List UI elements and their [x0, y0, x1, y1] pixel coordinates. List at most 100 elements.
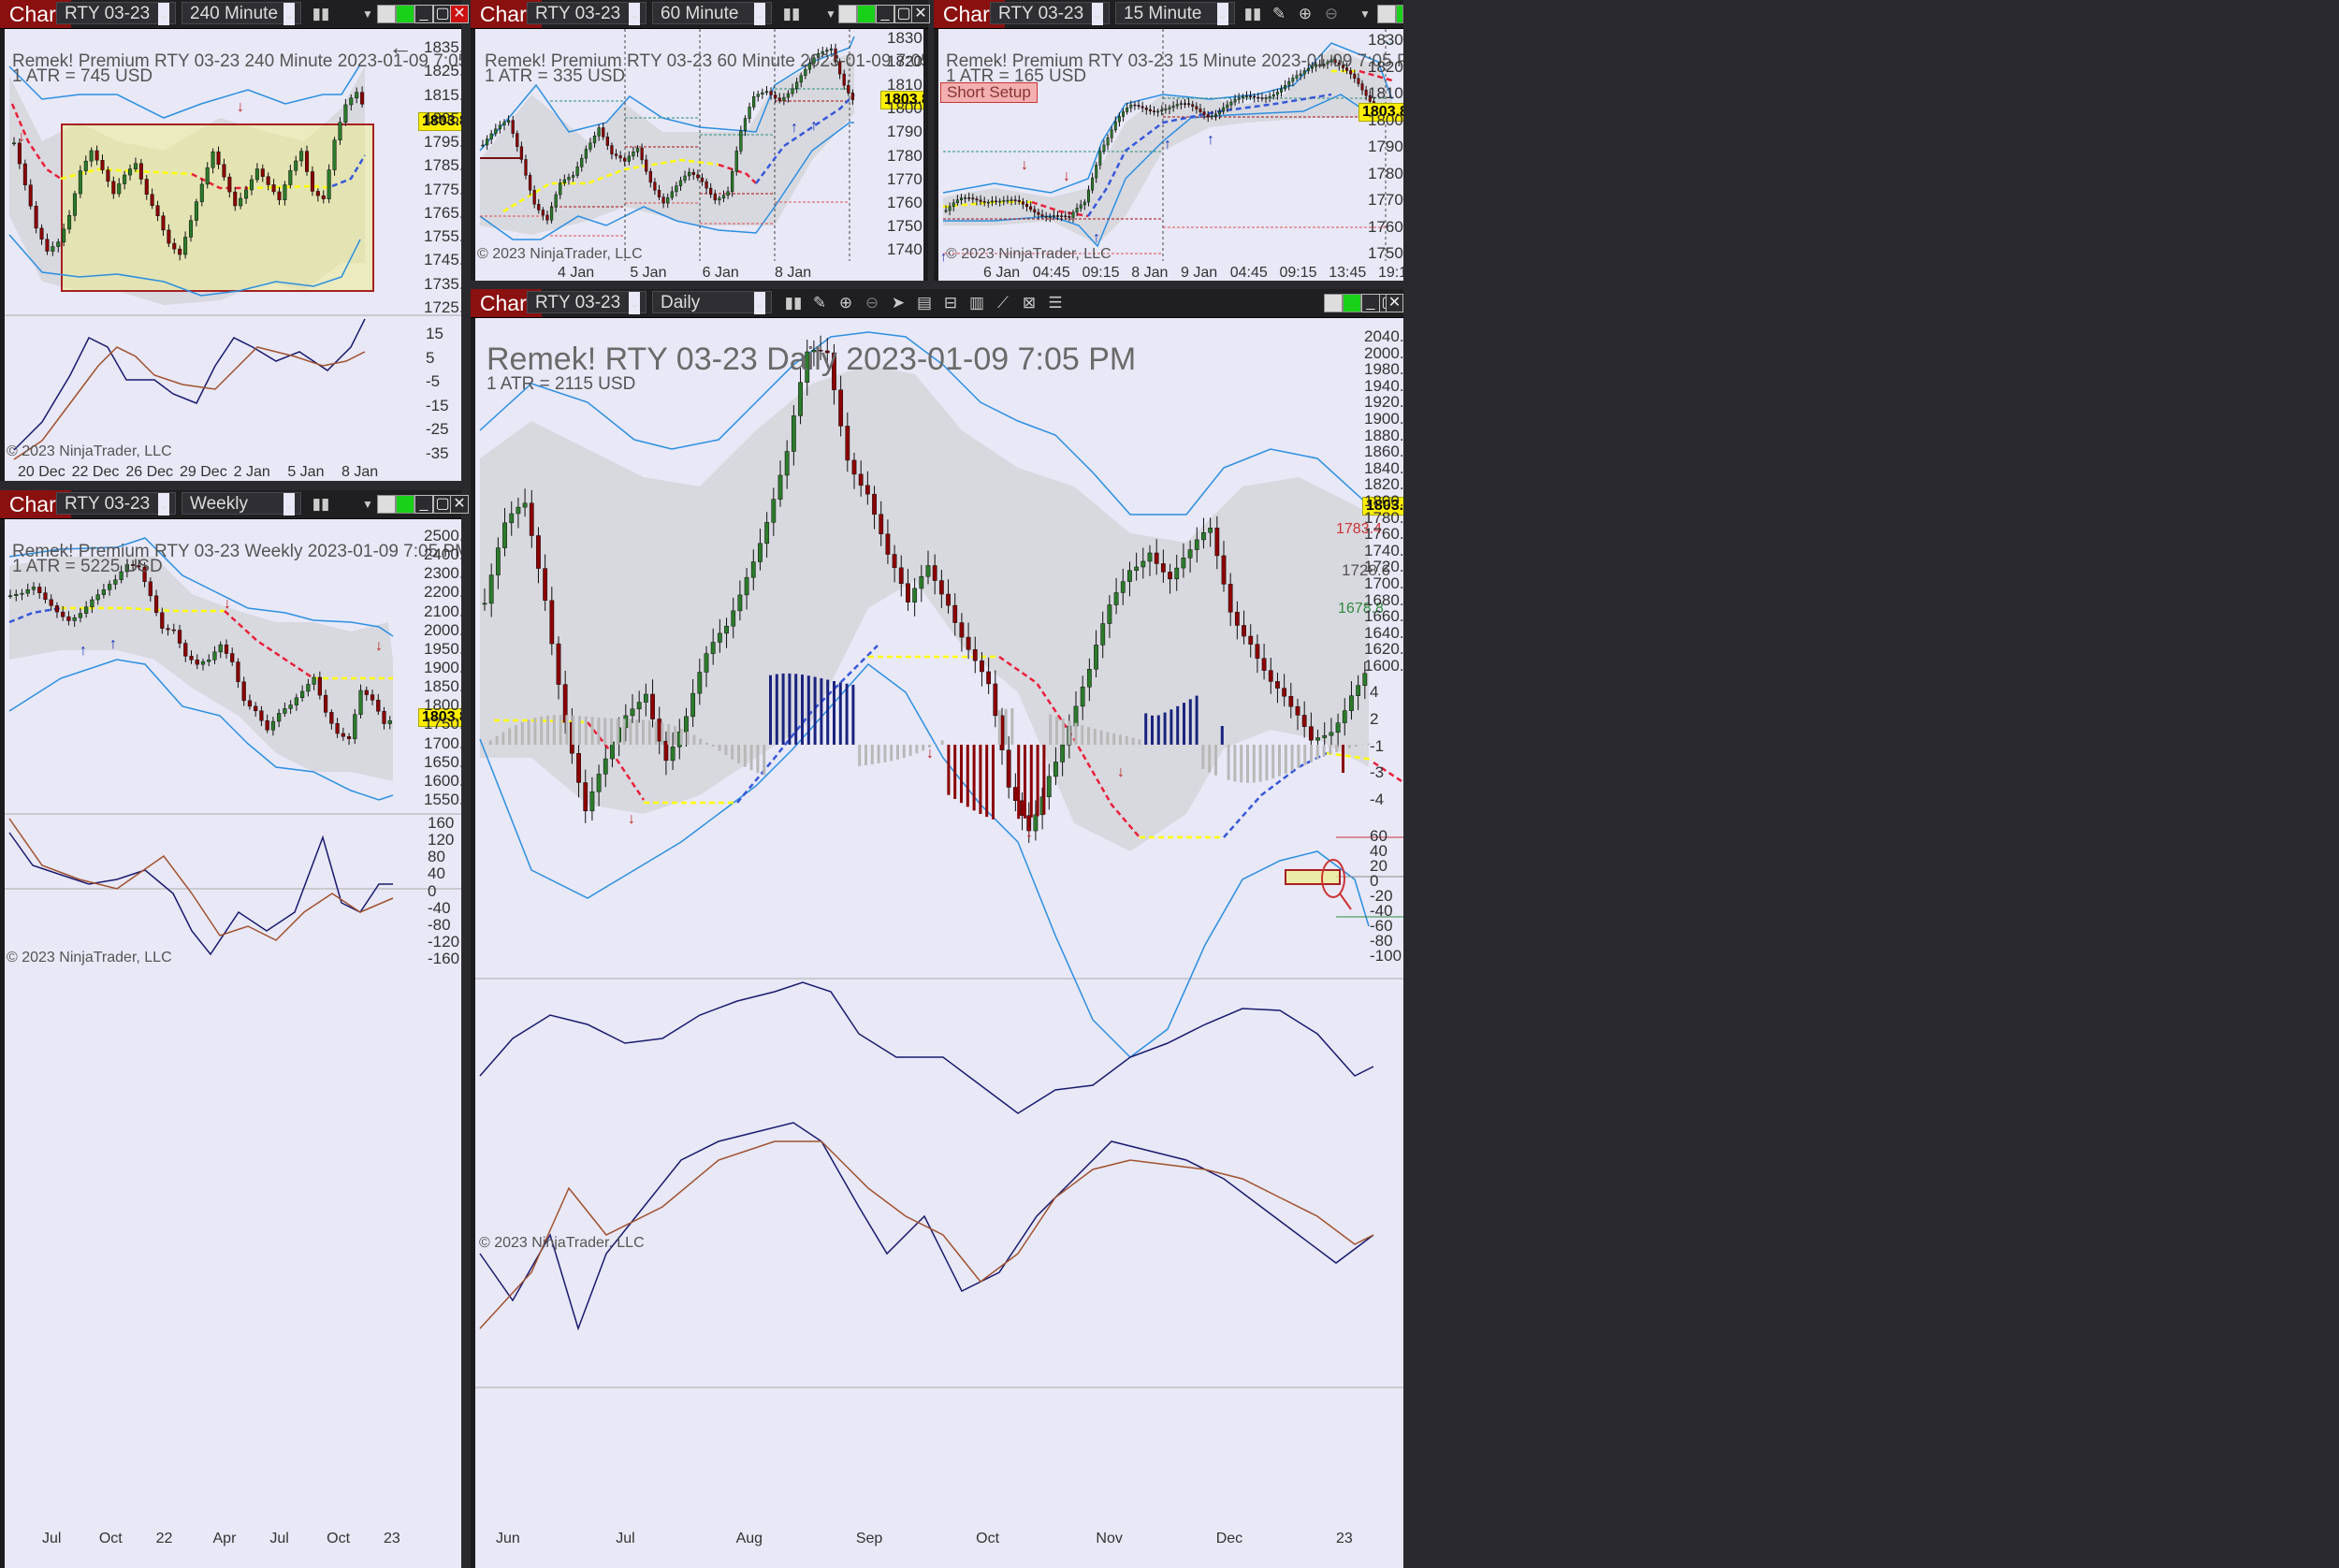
candle-body	[1053, 762, 1058, 777]
histogram-bar	[1163, 712, 1167, 745]
interval-selector[interactable]: Daily ⌄	[652, 291, 772, 314]
strategies-icon[interactable]: ⟋	[997, 294, 1009, 312]
minimize-button[interactable]: _	[414, 5, 433, 23]
zoom-in-icon[interactable]: ⊕	[1298, 5, 1313, 22]
axis-tick-label: 2100.0	[424, 602, 461, 620]
axis-tick-label: 1820.0	[1364, 475, 1403, 494]
bars-type-icon[interactable]: ▮▮	[312, 5, 330, 22]
link-white-icon[interactable]	[377, 5, 396, 23]
pencil-icon[interactable]: ✎	[1271, 5, 1286, 22]
candle-body	[1229, 101, 1233, 106]
candle-body	[834, 48, 837, 63]
zoom-out-icon[interactable]: ⊖	[1324, 5, 1339, 22]
instrument-selector[interactable]: RTY 03-23 ⌄	[527, 291, 646, 314]
minimize-button[interactable]: _	[414, 495, 433, 514]
back-arrow-icon: ←	[388, 33, 413, 61]
maximize-button[interactable]: ▢	[433, 495, 452, 514]
link-green-icon[interactable]	[857, 5, 876, 23]
candle-body	[241, 681, 246, 702]
bars-type-icon[interactable]: ▮▮	[784, 294, 803, 312]
data-box-icon[interactable]: ▤	[916, 294, 933, 312]
chart-canvas[interactable]: ↓ ↓ ← Remek! Premium RTY 03-23 240 Minut…	[5, 29, 461, 481]
instrument-selector[interactable]: RTY 03-23 ⌄	[56, 2, 176, 25]
maximize-button[interactable]: ▢	[433, 5, 452, 23]
buy-arrow-icon: ↑	[810, 118, 818, 134]
axis-tick-label: 1740.0	[887, 240, 923, 258]
maximize-button[interactable]: ▢	[894, 5, 913, 23]
histogram-bar	[1290, 745, 1294, 771]
axis-tick-label: 09:15	[1279, 265, 1317, 281]
candle-body	[1280, 88, 1283, 93]
candle-body	[90, 599, 94, 608]
close-button[interactable]: ✕	[450, 495, 469, 514]
candle-body	[236, 661, 240, 682]
toolbar-dropdown-icon[interactable]: ▼	[362, 498, 373, 511]
candle-body	[710, 642, 716, 654]
candle-body	[1295, 75, 1299, 79]
chart-canvas[interactable]: ↓ ↓ ↓ ↓ Remek! RTY 03-23 Daily 2023-01-0…	[475, 318, 1403, 1568]
candle-body	[614, 153, 618, 156]
link-green-icon[interactable]	[396, 5, 414, 23]
properties-icon[interactable]: ⊠	[1022, 294, 1037, 312]
interval-selector[interactable]: 240 Minute ⌄	[182, 2, 301, 25]
templates-icon[interactable]: ⊟	[943, 294, 958, 312]
link-green-icon[interactable]	[1396, 5, 1403, 23]
link-white-icon[interactable]	[838, 5, 857, 23]
bars-type-icon[interactable]: ▮▮	[312, 495, 330, 513]
zoom-out-icon[interactable]: ⊖	[864, 294, 879, 312]
close-button[interactable]: ✕	[1386, 294, 1403, 312]
candle-body	[355, 92, 359, 99]
instrument-selector[interactable]: RTY 03-23 ⌄	[527, 2, 646, 25]
candle-body	[919, 575, 924, 589]
link-green-icon[interactable]	[396, 495, 414, 514]
candle-body	[1257, 96, 1260, 99]
link-white-icon[interactable]	[1324, 294, 1343, 312]
candle-body	[697, 672, 703, 694]
bars-type-icon[interactable]: ▮▮	[782, 5, 801, 22]
sell-arrow-icon: ↓	[926, 746, 934, 762]
link-green-icon[interactable]	[1343, 294, 1361, 312]
chart-canvas[interactable]: ↑ ↑ ↓ ↓ Remek! Premium RTY 03-23 Weekly …	[5, 519, 461, 1568]
candle-body	[1329, 59, 1333, 63]
target-label-1: 1728.6	[1342, 561, 1390, 579]
toolbar-dropdown-icon[interactable]: ▼	[362, 7, 373, 21]
candle-body	[952, 604, 958, 623]
zoom-in-icon[interactable]: ⊕	[838, 294, 853, 312]
candle-body	[1082, 201, 1086, 206]
interval-value: 240 Minute	[190, 4, 279, 23]
chart-canvas[interactable]: ↑ ↑ Remek! Premium RTY 03-23 60 Minute 2…	[475, 29, 923, 281]
trail-stop-bull	[736, 645, 879, 804]
link-white-icon[interactable]	[377, 495, 396, 514]
candle-body	[993, 683, 998, 717]
candle-body	[524, 159, 528, 176]
interval-selector[interactable]: Weekly ⌄	[182, 492, 301, 515]
bars-type-icon[interactable]: ▮▮	[1243, 5, 1262, 22]
price-chart-svg: ↓ ↓ ↓ ↓	[475, 331, 1403, 1388]
interval-selector[interactable]: 60 Minute ⌄	[652, 2, 772, 25]
link-white-icon[interactable]	[1377, 5, 1396, 23]
indicators-icon[interactable]: ▥	[968, 294, 985, 312]
chart-canvas[interactable]: ↓ ↓ ↑ ↑ ↑ ↑ Remek! Premium RTY 03-23 15 …	[938, 29, 1403, 281]
candle-body	[1329, 732, 1334, 736]
toolbar-dropdown-icon[interactable]: ▼	[1359, 7, 1371, 21]
pointer-icon[interactable]: ➤	[891, 294, 906, 312]
interval-selector[interactable]: 15 Minute ⌄	[1115, 2, 1235, 25]
pencil-icon[interactable]: ✎	[812, 294, 827, 312]
axis-tick-label: 1740.0	[1364, 541, 1403, 559]
candle-body	[713, 194, 717, 201]
object-list-icon[interactable]: ☰	[1048, 294, 1063, 312]
sell-arrow-icon: ↓	[1025, 825, 1033, 841]
toolbar-dropdown-icon[interactable]: ▼	[825, 7, 836, 21]
candle-body	[488, 574, 494, 604]
instrument-selector[interactable]: RTY 03-23 ⌄	[56, 492, 176, 515]
minimize-button[interactable]: _	[876, 5, 894, 23]
instrument-selector[interactable]: RTY 03-23 ⌄	[990, 2, 1110, 25]
minimize-button[interactable]: _	[1361, 294, 1380, 312]
axis-tick-label: 1790.0	[887, 123, 923, 141]
close-button[interactable]: ✕	[450, 5, 469, 23]
candle-body	[821, 51, 824, 54]
candle-body	[1013, 199, 1017, 201]
axis-tick-label: Jul	[42, 1531, 62, 1546]
close-button[interactable]: ✕	[911, 5, 930, 23]
candle-body	[1175, 104, 1179, 107]
